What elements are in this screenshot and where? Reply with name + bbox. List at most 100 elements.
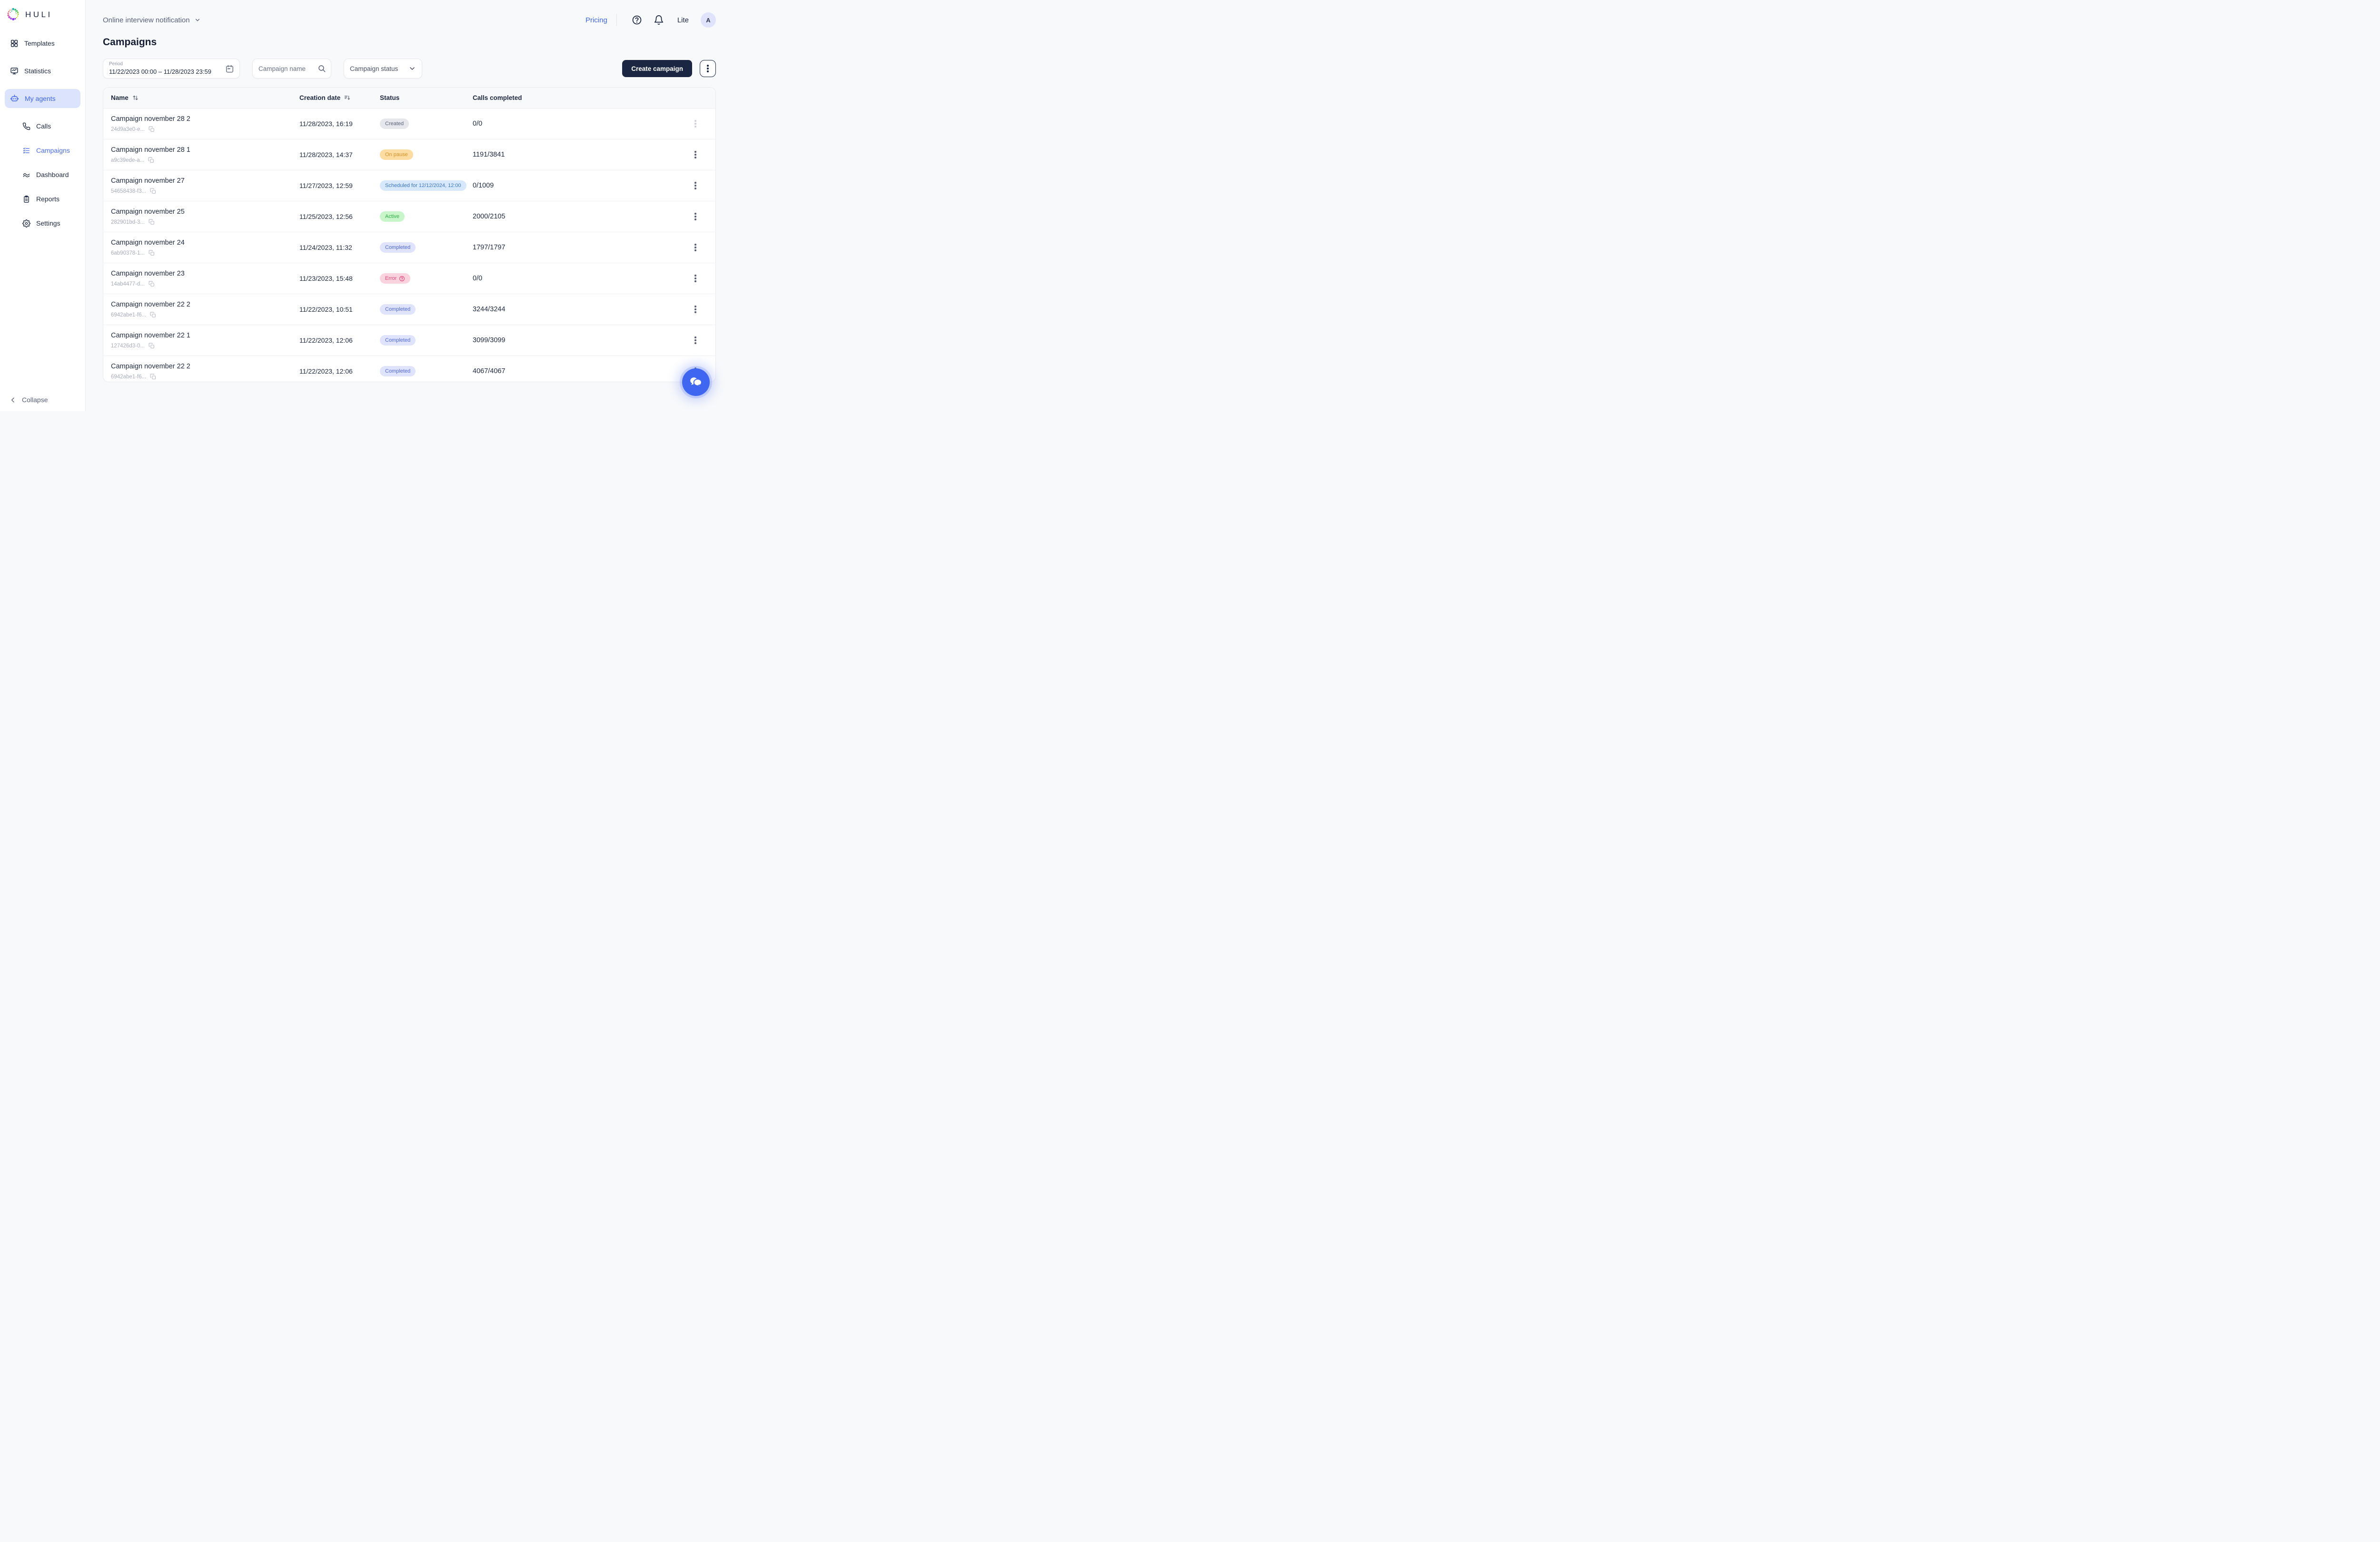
row-menu-button[interactable] <box>689 241 702 254</box>
campaign-name-input[interactable] <box>253 59 331 78</box>
campaign-name: Campaign november 25 <box>111 208 185 216</box>
table-row[interactable]: Campaign november 23 14ab4477-d... 11/23… <box>103 263 715 294</box>
status-badge: Completed <box>380 366 416 376</box>
table-row[interactable]: Campaign november 22 2 6942abe1-f6... 11… <box>103 356 715 382</box>
copy-icon <box>148 157 154 163</box>
period-filter[interactable]: Period 11/22/2023 00:00 – 11/28/2023 23:… <box>103 59 240 79</box>
creation-date: 11/28/2023, 16:19 <box>299 120 353 128</box>
campaign-name: Campaign november 22 2 <box>111 363 190 370</box>
chevron-left-icon <box>10 396 17 404</box>
screen-chart-icon <box>10 67 19 75</box>
calls-completed: 0/1009 <box>473 182 494 189</box>
copy-icon <box>149 281 155 287</box>
notifications-button[interactable] <box>654 15 664 25</box>
campaign-id: 54658438-f3... <box>111 188 147 194</box>
collapse-label: Collapse <box>22 396 48 404</box>
collapse-sidebar-button[interactable]: Collapse <box>10 396 48 404</box>
sort-descending-icon[interactable] <box>344 94 351 101</box>
status-badge: On pause <box>380 149 413 160</box>
campaign-status-select[interactable]: Campaign status <box>344 59 422 79</box>
creation-date: 11/24/2023, 11:32 <box>299 244 352 251</box>
status-badge: Completed <box>380 304 416 315</box>
status-badge: Active <box>380 211 405 222</box>
copy-id-button[interactable] <box>149 219 155 225</box>
calls-completed: 1191/3841 <box>473 151 505 158</box>
calls-completed: 0/0 <box>473 120 483 128</box>
agent-selector-dropdown[interactable]: Online interview notification <box>103 16 201 24</box>
agents-sub-nav: Calls Campaigns <box>0 118 85 232</box>
sidebar-item-label: Settings <box>36 219 60 227</box>
copy-icon <box>149 126 155 132</box>
sidebar-item-templates[interactable]: Templates <box>5 34 80 53</box>
table-row[interactable]: Campaign november 28 2 24d9a3e0-e... 11/… <box>103 109 715 139</box>
sort-icon[interactable] <box>132 94 139 101</box>
calls-completed: 3244/3244 <box>473 306 506 313</box>
column-header-name[interactable]: Name <box>111 94 299 101</box>
table-row[interactable]: Campaign november 28 1 a9c39ede-a... 11/… <box>103 139 715 170</box>
create-campaign-button[interactable]: Create campaign <box>622 60 692 77</box>
row-menu-button[interactable] <box>689 272 702 285</box>
copy-icon <box>150 374 156 380</box>
campaigns-table: Name Creation date <box>103 87 716 382</box>
campaign-name: Campaign november 28 2 <box>111 115 190 123</box>
sidebar-item-reports[interactable]: Reports <box>0 190 85 208</box>
error-info-icon <box>399 276 405 282</box>
sidebar-item-calls[interactable]: Calls <box>0 118 85 135</box>
campaign-name: Campaign november 28 1 <box>111 146 190 154</box>
row-menu-button[interactable] <box>689 303 702 316</box>
table-body: Campaign november 28 2 24d9a3e0-e... 11/… <box>103 109 715 382</box>
copy-id-button[interactable] <box>150 374 156 380</box>
row-menu-button[interactable] <box>689 148 702 161</box>
sidebar-item-my-agents[interactable]: My agents <box>5 89 80 108</box>
phone-icon <box>22 122 30 130</box>
help-circle-icon <box>632 15 642 25</box>
creation-date: 11/28/2023, 14:37 <box>299 151 353 158</box>
column-header-status: Status <box>380 94 400 101</box>
table-row[interactable]: Campaign november 24 6ab90378-1... 11/24… <box>103 232 715 263</box>
chat-bubbles-icon <box>688 376 704 389</box>
sidebar-item-dashboard[interactable]: Dashboard <box>0 166 85 183</box>
sidebar-item-campaigns[interactable]: Campaigns <box>0 142 85 159</box>
campaign-name-filter <box>252 59 331 79</box>
calls-completed: 4067/4067 <box>473 367 506 375</box>
topbar: Online interview notification Pricing <box>103 11 716 29</box>
row-menu-button[interactable] <box>689 179 702 192</box>
row-menu-button[interactable] <box>689 210 702 223</box>
chat-widget-button[interactable] <box>682 368 710 396</box>
table-actions-menu-button[interactable] <box>700 60 716 77</box>
page-title: Campaigns <box>103 37 157 48</box>
campaign-id: 24d9a3e0-e... <box>111 126 145 132</box>
copy-id-button[interactable] <box>149 250 155 256</box>
avatar[interactable]: A <box>701 12 716 28</box>
copy-id-button[interactable] <box>150 188 156 194</box>
agent-selector-label: Online interview notification <box>103 16 190 24</box>
sidebar-item-label: My agents <box>25 95 56 102</box>
calls-completed: 3099/3099 <box>473 336 506 344</box>
copy-id-button[interactable] <box>150 312 156 318</box>
copy-id-button[interactable] <box>148 157 154 163</box>
huli-logo[interactable]: HULI <box>0 0 85 22</box>
pricing-link[interactable]: Pricing <box>585 16 607 24</box>
sidebar-item-label: Templates <box>24 40 55 47</box>
app-window: HULI Templates <box>0 0 731 411</box>
sidebar-item-label: Dashboard <box>36 171 69 178</box>
copy-id-button[interactable] <box>149 343 155 349</box>
row-menu-button[interactable] <box>689 117 702 130</box>
sidebar-item-label: Reports <box>36 195 60 203</box>
help-button[interactable] <box>632 15 642 25</box>
sidebar-item-statistics[interactable]: Statistics <box>5 61 80 80</box>
creation-date: 11/25/2023, 12:56 <box>299 213 353 220</box>
copy-id-button[interactable] <box>149 281 155 287</box>
campaign-id: 6942abe1-f6... <box>111 312 147 318</box>
row-menu-button[interactable] <box>689 334 702 347</box>
table-row[interactable]: Campaign november 22 2 6942abe1-f6... 11… <box>103 294 715 325</box>
table-row[interactable]: Campaign november 22 1 127426d3-0... 11/… <box>103 325 715 356</box>
column-header-creation-date[interactable]: Creation date <box>299 94 380 101</box>
table-row[interactable]: Campaign november 27 54658438-f3... 11/2… <box>103 170 715 201</box>
table-row[interactable]: Campaign november 25 282901bd-3... 11/25… <box>103 201 715 232</box>
sidebar-item-settings[interactable]: Settings <box>0 215 85 232</box>
copy-id-button[interactable] <box>149 126 155 132</box>
campaign-id: 14ab4477-d... <box>111 281 145 287</box>
calendar-icon[interactable] <box>225 64 234 73</box>
copy-icon <box>149 250 155 256</box>
